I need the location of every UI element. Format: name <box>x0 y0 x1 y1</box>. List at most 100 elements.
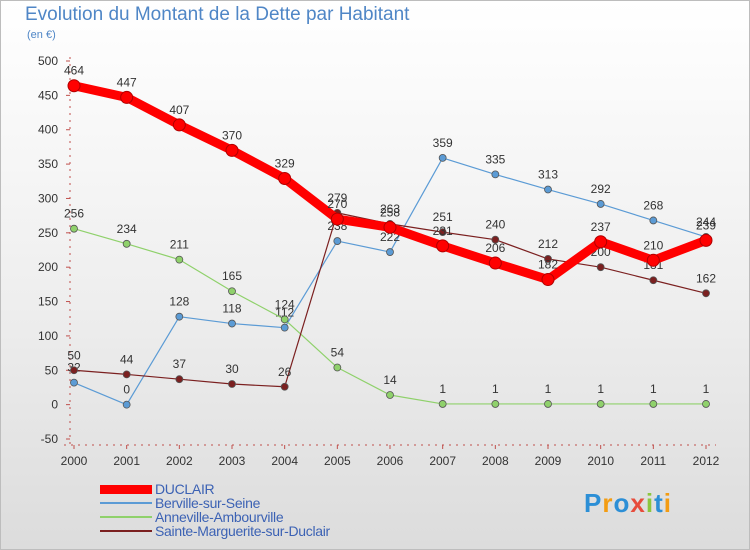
data-label: 234 <box>117 222 137 236</box>
data-label: 240 <box>485 218 505 232</box>
series-point <box>544 185 552 194</box>
data-label: 1 <box>597 382 604 396</box>
legend-swatch <box>100 485 152 494</box>
data-label: 231 <box>433 224 453 238</box>
series-point <box>491 400 500 408</box>
data-label: 1 <box>492 382 499 396</box>
series-point <box>544 400 552 408</box>
data-label: 30 <box>225 362 239 376</box>
data-label: 44 <box>120 352 134 366</box>
data-label: 1 <box>439 382 446 396</box>
logo-letter: P <box>584 488 603 518</box>
data-label: 335 <box>485 152 505 166</box>
data-label: 211 <box>170 238 189 252</box>
legend-swatch <box>100 502 152 504</box>
series-point <box>67 79 81 93</box>
series-point <box>120 90 134 104</box>
x-tick-label: 2012 <box>693 454 720 468</box>
series-point <box>333 363 342 372</box>
logo-letter: i <box>663 488 672 518</box>
series-point <box>699 233 713 247</box>
data-label: 268 <box>643 198 663 212</box>
y-tick-label: 200 <box>38 260 58 274</box>
data-label: 124 <box>275 297 295 311</box>
data-label: 206 <box>485 241 505 255</box>
data-label: 292 <box>591 182 611 196</box>
data-label: 370 <box>222 128 242 142</box>
series-point <box>649 276 658 285</box>
data-label: 270 <box>327 197 347 211</box>
series-point <box>596 263 605 272</box>
logo-letter: r <box>602 488 614 518</box>
data-label: 1 <box>703 382 710 396</box>
data-label: 128 <box>169 295 189 309</box>
series-point <box>702 400 710 408</box>
data-label: 210 <box>643 238 663 252</box>
x-tick-label: 2007 <box>429 454 456 468</box>
series-point <box>122 400 131 409</box>
x-tick-label: 2003 <box>219 454 246 468</box>
chart-title: Evolution du Montant de la Dette par Hab… <box>25 4 410 25</box>
data-label: 118 <box>222 302 241 316</box>
series-point <box>330 212 344 226</box>
proxiti-logo: Proxiti <box>584 488 672 519</box>
data-label: 37 <box>173 357 187 371</box>
series-point <box>280 382 289 391</box>
y-tick-label: 50 <box>45 363 59 377</box>
logo-letter: x <box>630 488 646 518</box>
data-label: 1 <box>650 382 657 396</box>
y-tick-label: 250 <box>38 226 58 240</box>
data-label: 54 <box>331 346 345 360</box>
series-point <box>70 224 78 233</box>
series-point <box>383 220 397 234</box>
x-tick-label: 2009 <box>535 454 562 468</box>
data-label: 256 <box>64 207 84 221</box>
y-tick-label: 350 <box>38 157 58 171</box>
data-label: 237 <box>591 220 611 234</box>
series-point <box>175 255 184 264</box>
series-point <box>333 237 342 245</box>
y-tick-label: 150 <box>38 295 58 309</box>
logo-letter: o <box>613 488 631 518</box>
x-tick-label: 2008 <box>482 454 509 468</box>
logo-letter: t <box>654 488 664 518</box>
data-label: 212 <box>538 237 558 251</box>
data-label: 407 <box>169 103 189 117</box>
series-point <box>386 391 394 399</box>
series-point <box>436 239 450 253</box>
data-label: 251 <box>433 210 453 224</box>
data-label: 329 <box>275 157 295 171</box>
x-tick-label: 2005 <box>324 454 351 468</box>
data-label: 162 <box>696 271 716 285</box>
y-tick-label: 300 <box>38 191 58 205</box>
series-point <box>122 239 131 248</box>
series-point <box>225 143 239 157</box>
x-tick-label: 2001 <box>113 454 140 468</box>
series-point <box>175 312 184 321</box>
y-tick-label: 400 <box>38 123 58 137</box>
y-tick-label: -50 <box>41 432 59 446</box>
x-tick-label: 2006 <box>377 454 404 468</box>
data-label: 182 <box>538 258 558 272</box>
data-label: 313 <box>538 168 558 182</box>
legend-label: DUCLAIR <box>155 481 215 497</box>
series-point <box>438 228 447 237</box>
series-point <box>491 235 500 244</box>
legend-swatch <box>100 516 152 518</box>
data-label: 464 <box>64 64 84 78</box>
y-tick-label: 500 <box>38 54 58 68</box>
series-point <box>646 253 660 267</box>
series-point <box>702 289 710 298</box>
series-point <box>280 315 289 324</box>
series-point <box>438 400 447 408</box>
data-label: 279 <box>327 191 347 205</box>
data-label: 239 <box>696 218 716 232</box>
series-point <box>544 255 552 263</box>
y-tick-label: 450 <box>38 88 58 102</box>
series-point <box>541 273 555 287</box>
series-point <box>228 380 236 388</box>
x-tick-label: 2010 <box>587 454 614 468</box>
series-point <box>649 400 658 408</box>
y-tick-label: 100 <box>38 329 58 343</box>
